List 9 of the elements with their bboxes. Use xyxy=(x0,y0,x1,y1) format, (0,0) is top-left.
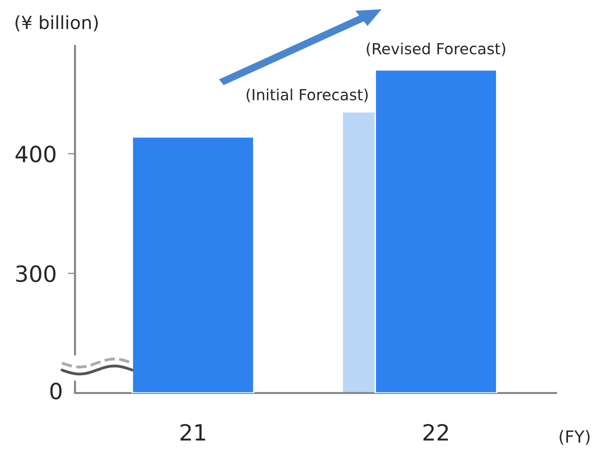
x-axis-title: (FY) xyxy=(560,430,590,445)
annotation: (Initial Forecast) xyxy=(246,88,368,102)
x-tick-label: 22 xyxy=(423,424,448,440)
annotation: (Revised Forecast) xyxy=(366,42,506,56)
y-tick-label: 300 xyxy=(16,265,56,282)
y-tick-label: 400 xyxy=(16,146,56,162)
x-tick-label: 21 xyxy=(180,424,206,440)
text: 0 xyxy=(50,382,62,400)
y-axis-title: (¥ billion) xyxy=(16,15,98,32)
